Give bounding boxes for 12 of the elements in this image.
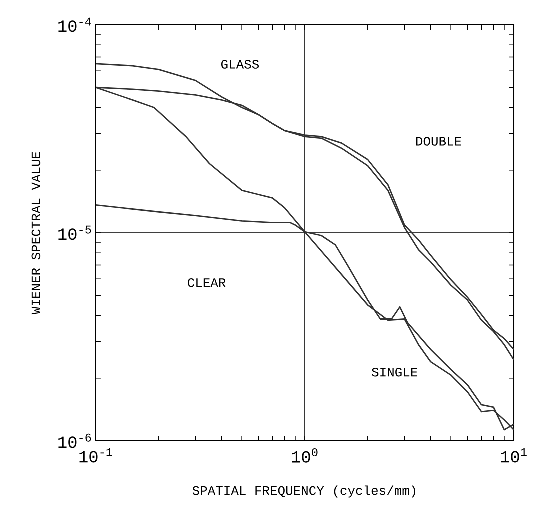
- x-tick-label: 10$^{0}$: [292, 448, 318, 463]
- x-axis-title: SPATIAL FREQUENCY (cycles/mm): [192, 486, 416, 498]
- x-tick-label: 10$^{1}$: [501, 448, 527, 463]
- y-tick-label: 10$^{-5}$: [58, 226, 92, 240]
- y-axis-title: WIENER SPECTRAL VALUE: [32, 152, 41, 315]
- annotation: GLASS: [222, 60, 260, 69]
- y-tick-label: 10$^{-4}$: [58, 18, 92, 32]
- annotation: SINGLE: [372, 368, 418, 377]
- annotation: CLEAR: [188, 278, 226, 288]
- annotation: DOUBLE: [416, 137, 462, 146]
- x-tick-label: 10$^{-1}$: [80, 448, 112, 463]
- y-tick-label: 10$^{-6}$: [58, 434, 92, 448]
